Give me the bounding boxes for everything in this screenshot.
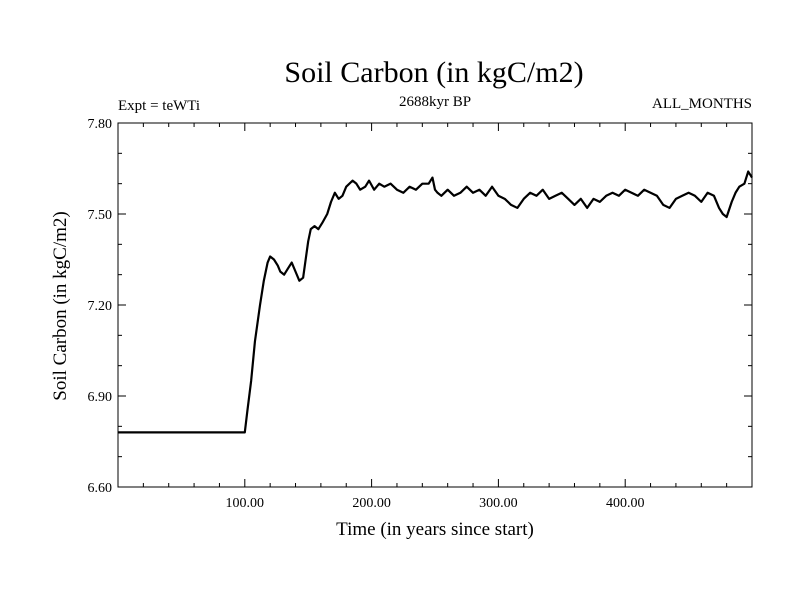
subtitle-center: 2688kyr BP [399, 94, 471, 110]
y-tick-label: 6.90 [88, 390, 113, 405]
y-tick-label: 7.80 [88, 117, 113, 132]
y-tick-label: 6.60 [88, 481, 113, 496]
y-axis-label: Soil Carbon (in kgC/m2) [50, 211, 71, 400]
y-tick-labels: 6.60 6.90 7.20 7.50 7.80 [88, 117, 113, 496]
chart-title: Soil Carbon (in kgC/m2) [284, 56, 583, 89]
data-line [118, 170, 753, 434]
x-tick-label: 200.00 [352, 496, 391, 511]
x-tick-label: 300.00 [479, 496, 518, 511]
plot-frame [117, 122, 753, 488]
x-tick-label: 400.00 [606, 496, 645, 511]
x-tick-label: 100.00 [226, 496, 265, 511]
x-axis-label: Time (in years since start) [336, 519, 534, 540]
subtitle-left: Expt = teWTi [118, 98, 200, 114]
subtitle-right: ALL_MONTHS [652, 96, 752, 112]
x-tick-labels: 100.00 200.00 300.00 400.00 [226, 496, 645, 511]
y-tick-label: 7.50 [88, 208, 113, 223]
y-tick-label: 7.20 [88, 299, 113, 314]
